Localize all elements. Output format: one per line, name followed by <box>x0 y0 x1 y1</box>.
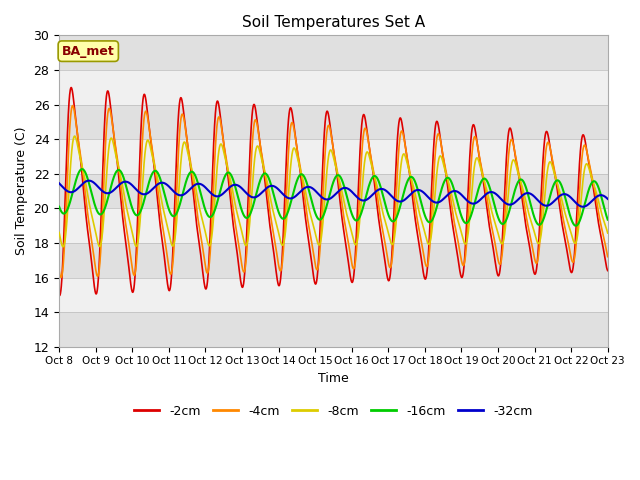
Bar <box>59 105 608 139</box>
Bar <box>59 36 608 70</box>
Legend: -2cm, -4cm, -8cm, -16cm, -32cm: -2cm, -4cm, -8cm, -16cm, -32cm <box>129 400 538 423</box>
Title: Soil Temperatures Set A: Soil Temperatures Set A <box>242 15 425 30</box>
Bar <box>59 70 608 105</box>
Y-axis label: Soil Temperature (C): Soil Temperature (C) <box>15 127 28 255</box>
Bar <box>59 277 608 312</box>
X-axis label: Time: Time <box>318 372 349 385</box>
Bar <box>59 139 608 174</box>
Bar <box>59 174 608 208</box>
Bar <box>59 312 608 347</box>
Bar <box>59 243 608 277</box>
Bar <box>59 208 608 243</box>
Text: BA_met: BA_met <box>62 45 115 58</box>
